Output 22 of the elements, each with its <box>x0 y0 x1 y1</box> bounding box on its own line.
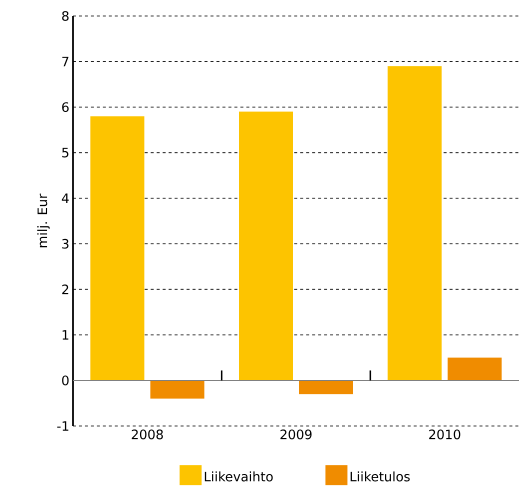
y-tick-label: -1 <box>57 421 68 431</box>
x-tick-label: 2009 <box>280 430 312 440</box>
bar <box>150 380 204 399</box>
y-tick-label: 7 <box>62 56 68 66</box>
bar <box>299 380 354 394</box>
y-tick-label: 3 <box>62 238 68 249</box>
bar <box>90 116 144 380</box>
legend-label: Liiketulos <box>350 471 410 482</box>
y-tick-label: 1 <box>62 330 68 340</box>
x-tick-label: 2008 <box>132 430 163 440</box>
y-axis-title: milj. Eur <box>37 194 50 248</box>
bar <box>388 66 442 380</box>
bar <box>448 358 502 380</box>
x-tick-label: 2010 <box>429 430 460 440</box>
bar <box>239 112 293 380</box>
y-tick-label: 0 <box>62 376 69 386</box>
legend-label: Liikevaihto <box>204 471 273 482</box>
y-tick-label: 5 <box>62 148 68 158</box>
y-tick-label: 4 <box>62 194 69 203</box>
y-tick-label: 8 <box>62 11 69 21</box>
y-tick-label: 6 <box>62 102 69 112</box>
y-tick-label: 2 <box>62 284 68 294</box>
